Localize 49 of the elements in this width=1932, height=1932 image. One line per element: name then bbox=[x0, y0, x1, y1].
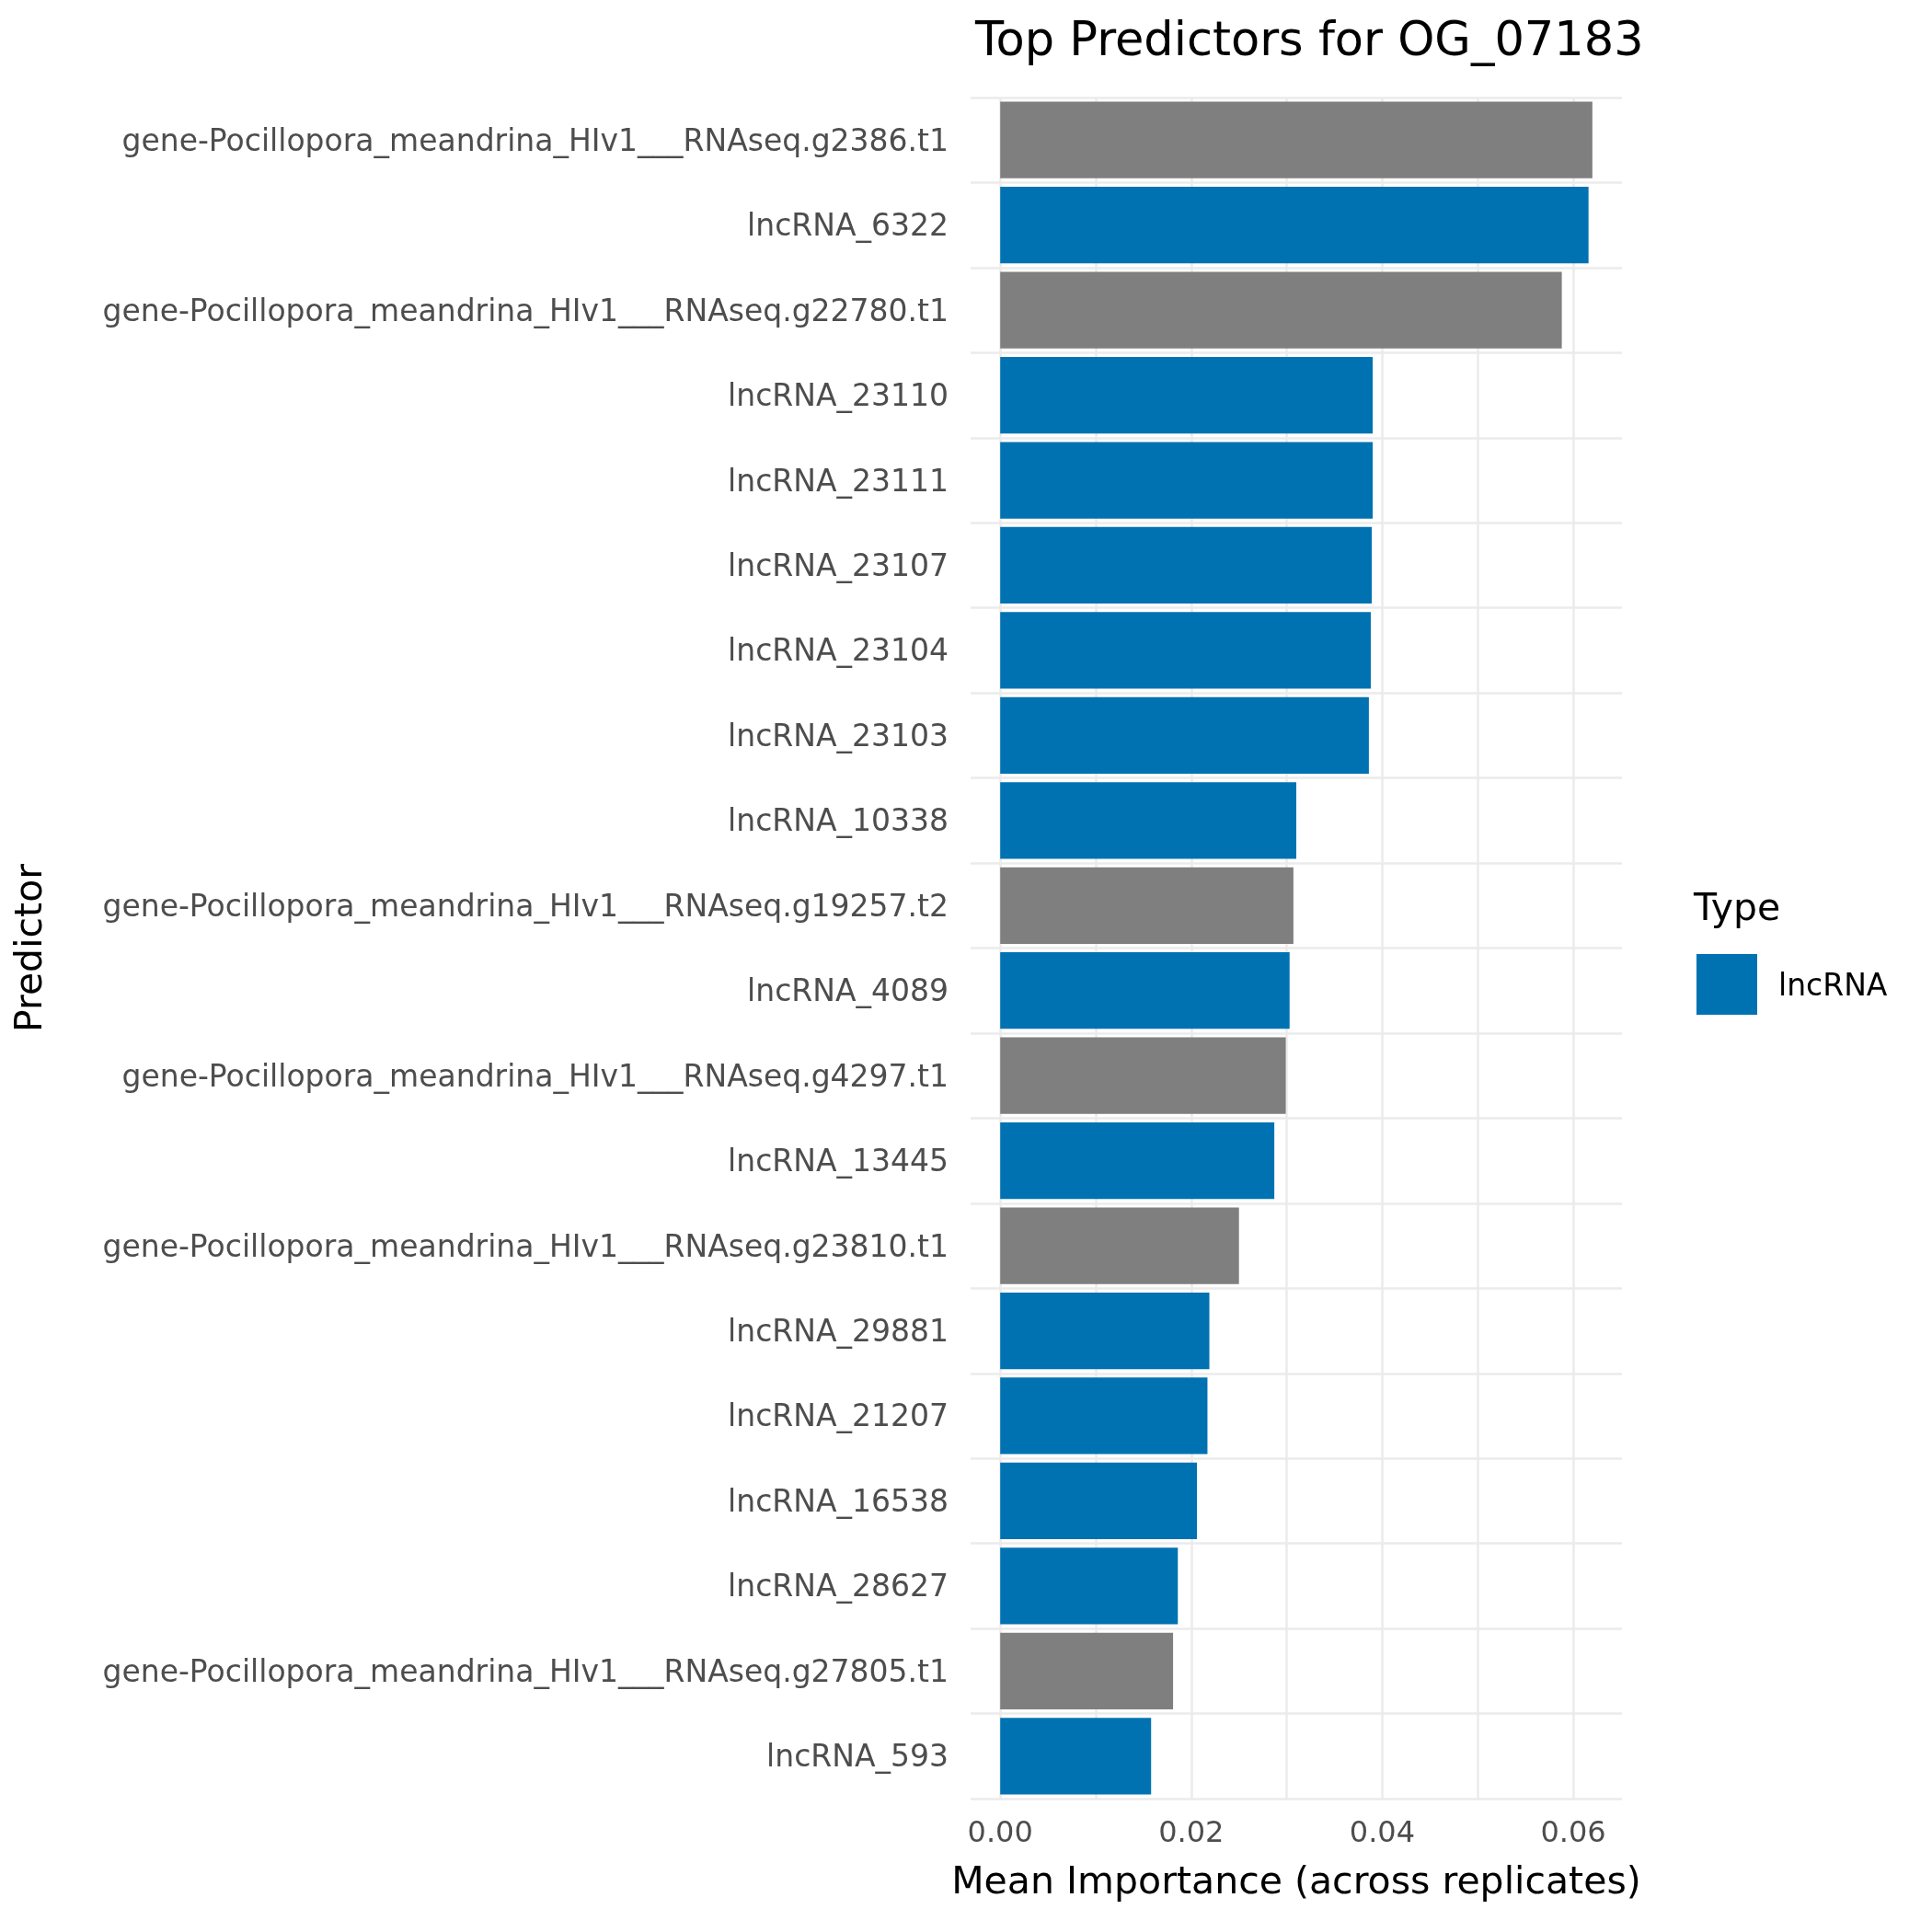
bar bbox=[1000, 1718, 1152, 1795]
y-tick-label: lncRNA_16538 bbox=[728, 1482, 949, 1519]
y-tick-label: lncRNA_29881 bbox=[728, 1313, 949, 1350]
bar bbox=[1000, 1632, 1174, 1709]
y-tick-label: lncRNA_23107 bbox=[728, 546, 949, 583]
bar bbox=[1000, 867, 1294, 944]
y-tick-label: gene-Pocillopora_meandrina_HIv1___RNAseq.g27805.t1 bbox=[102, 1652, 949, 1689]
bar bbox=[1000, 1207, 1239, 1284]
bar bbox=[1000, 952, 1290, 1029]
bar bbox=[1000, 1037, 1286, 1114]
y-tick-label: gene-Pocillopora_meandrina_HIv1___RNAseq.g2386.t1 bbox=[121, 121, 949, 158]
bar bbox=[1000, 1377, 1208, 1455]
bar bbox=[1000, 612, 1371, 689]
y-tick-label: lncRNA_23104 bbox=[728, 632, 949, 669]
x-axis-title: Mean Importance (across replicates) bbox=[951, 1857, 1641, 1903]
x-tick-label: 0.06 bbox=[1540, 1814, 1606, 1849]
chart-title: Top Predictors for OG_07183 bbox=[974, 12, 1644, 66]
bar bbox=[1000, 696, 1369, 774]
x-tick-label: 0.04 bbox=[1349, 1814, 1416, 1849]
y-axis-title: Predictor bbox=[6, 863, 51, 1033]
bar bbox=[1000, 271, 1562, 349]
bar bbox=[1000, 1292, 1210, 1370]
y-tick-label: lncRNA_23110 bbox=[728, 377, 949, 414]
bar bbox=[1000, 187, 1589, 264]
y-tick-label: lncRNA_21207 bbox=[728, 1397, 949, 1434]
y-tick-label: gene-Pocillopora_meandrina_HIv1___RNAseq.g4297.t1 bbox=[121, 1057, 949, 1094]
y-tick-label: lncRNA_6322 bbox=[747, 207, 949, 244]
bar bbox=[1000, 526, 1373, 604]
y-tick-label: lncRNA_23103 bbox=[728, 717, 949, 753]
bar bbox=[1000, 356, 1374, 434]
bar bbox=[1000, 101, 1593, 178]
y-tick-label: gene-Pocillopora_meandrina_HIv1___RNAseq.g22780.t1 bbox=[102, 292, 949, 328]
y-tick-label: lncRNA_4089 bbox=[747, 972, 949, 1009]
x-tick-label: 0.00 bbox=[967, 1814, 1033, 1849]
bar bbox=[1000, 1462, 1198, 1540]
bar bbox=[1000, 1122, 1275, 1200]
legend-label: lncRNA bbox=[1778, 966, 1888, 1003]
y-tick-label: lncRNA_28627 bbox=[728, 1568, 949, 1604]
y-tick-label: lncRNA_13445 bbox=[728, 1143, 949, 1179]
bar bbox=[1000, 442, 1374, 519]
y-tick-label: gene-Pocillopora_meandrina_HIv1___RNAseq.g23810.t1 bbox=[102, 1227, 949, 1264]
y-tick-label: lncRNA_23111 bbox=[728, 462, 949, 499]
y-tick-label: lncRNA_10338 bbox=[728, 802, 949, 839]
x-tick-label: 0.02 bbox=[1158, 1814, 1225, 1849]
bar bbox=[1000, 1547, 1179, 1625]
y-tick-label: gene-Pocillopora_meandrina_HIv1___RNAseq.g19257.t2 bbox=[102, 887, 949, 924]
legend-title: Type bbox=[1693, 884, 1781, 929]
bar bbox=[1000, 782, 1296, 859]
y-tick-label: lncRNA_593 bbox=[766, 1738, 949, 1775]
